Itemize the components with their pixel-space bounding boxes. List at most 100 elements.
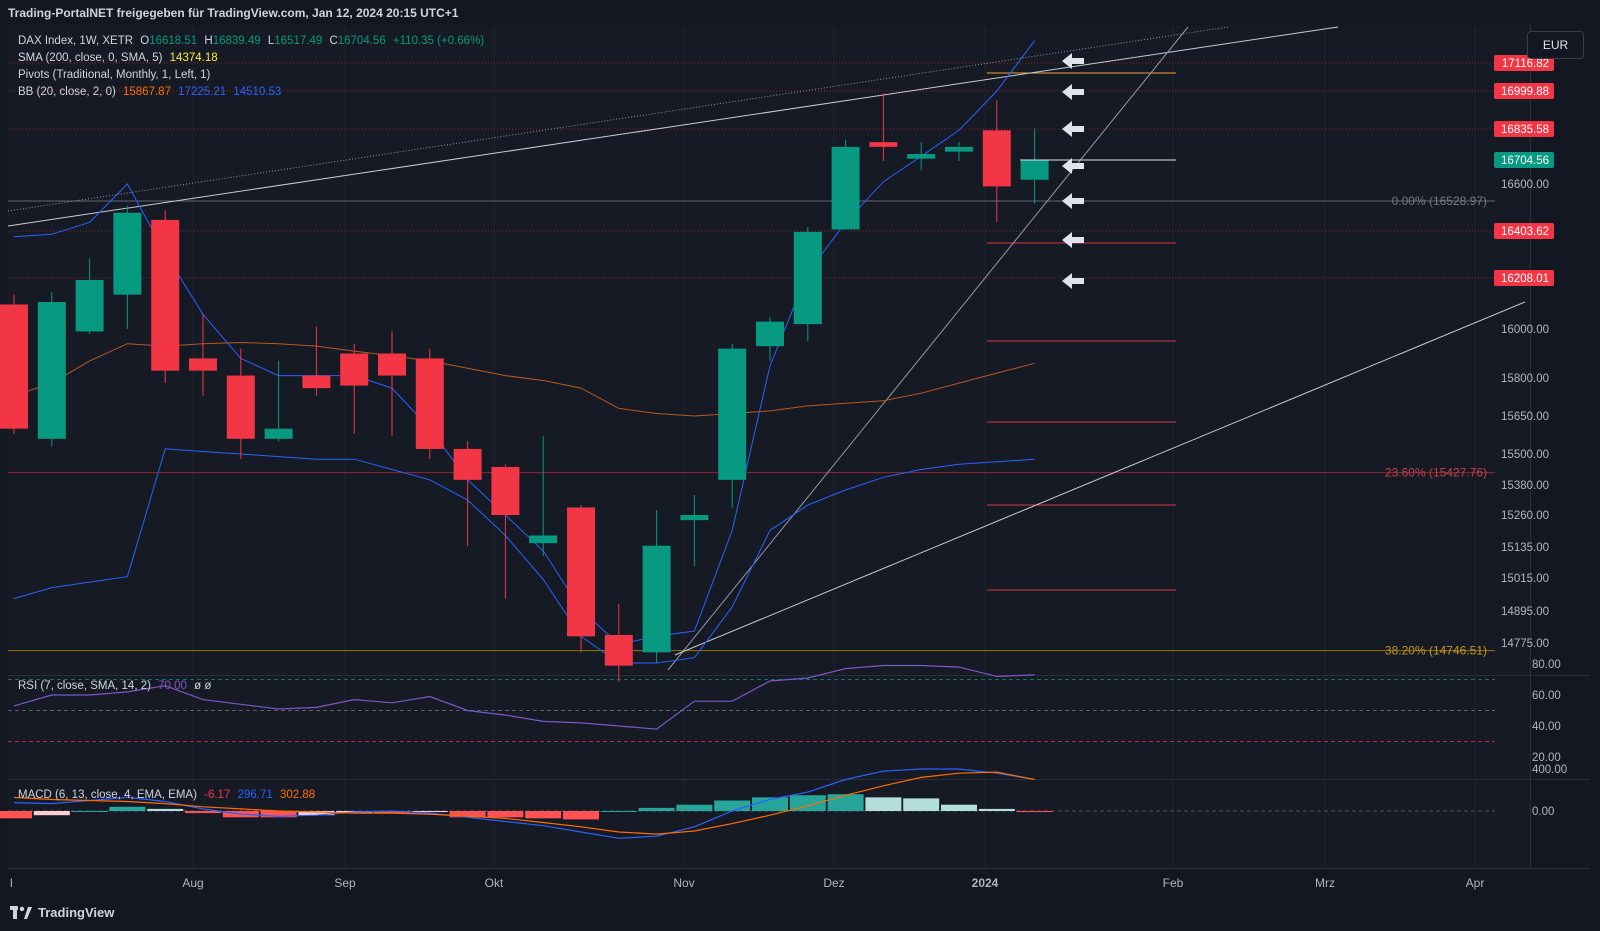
macd-histogram-bar[interactable]: [0, 811, 32, 819]
candle[interactable]: [37, 292, 66, 447]
candle[interactable]: [340, 343, 369, 434]
macd-label: MACD (6, 13, close, 4, EMA, EMA): [18, 789, 197, 801]
price-label-tag[interactable]: [1494, 223, 1554, 239]
candle[interactable]: [453, 441, 482, 546]
macd-legend[interactable]: MACD (6, 13, close, 4, EMA, EMA) -6.17 2…: [18, 789, 319, 801]
candle-body: [302, 375, 331, 389]
macd-histogram-bar[interactable]: [941, 804, 977, 811]
candle[interactable]: [189, 314, 217, 396]
macd-histogram-bar[interactable]: [525, 811, 562, 819]
candle[interactable]: [982, 100, 1011, 223]
candle[interactable]: [793, 227, 822, 342]
rsi-axis-label: 20.00: [1532, 752, 1561, 764]
candle[interactable]: [264, 360, 293, 442]
candle[interactable]: [831, 139, 860, 230]
price-label-tag[interactable]: [1494, 121, 1554, 137]
rsi-legend[interactable]: RSI (7, close, SMA, 14, 2) 70.00 ø ø: [18, 680, 215, 692]
legend-pivots-row[interactable]: Pivots (Traditional, Monthly, 1, Left, 1…: [18, 69, 214, 81]
candle[interactable]: [151, 210, 180, 384]
bb-lower-line[interactable]: [13, 448, 1035, 664]
support-trend-line[interactable]: [667, 26, 1189, 671]
macd-histogram-bar[interactable]: [411, 811, 448, 813]
candle-body: [718, 348, 747, 480]
candle[interactable]: [491, 464, 520, 599]
macd-histogram-bar[interactable]: [374, 811, 410, 814]
x-axis-label: Apr: [1466, 876, 1485, 890]
candle[interactable]: [567, 505, 595, 653]
macd-histogram-bar[interactable]: [600, 811, 637, 812]
legend-sma-label: SMA (200, close, 0, SMA, 5): [18, 52, 163, 64]
macd-histogram-bar[interactable]: [865, 797, 902, 811]
x-axis-label: Aug: [182, 876, 203, 890]
macd-signal-value: 302.88: [279, 789, 316, 801]
candle-body: [869, 142, 898, 147]
price-label-tag[interactable]: [1494, 83, 1554, 99]
price-label-tag[interactable]: [1494, 152, 1554, 168]
price-pane[interactable]: [8, 25, 1530, 675]
candle[interactable]: [680, 495, 709, 567]
fib-label-2: 38.20% (14746.51): [1385, 644, 1487, 658]
macd-histogram-bar[interactable]: [752, 797, 788, 811]
macd-histogram-bar[interactable]: [260, 811, 297, 818]
macd-histogram-bar[interactable]: [827, 794, 864, 811]
rsi-pane[interactable]: [8, 676, 1530, 779]
price-label-tag[interactable]: [1494, 55, 1554, 71]
macd-histogram-bar[interactable]: [676, 804, 713, 811]
macd-histogram-bar[interactable]: [638, 807, 675, 811]
macd-histogram-bar[interactable]: [109, 806, 146, 811]
candle[interactable]: [718, 343, 747, 508]
trend-lines[interactable]: [7, 26, 1526, 671]
candle[interactable]: [756, 316, 784, 361]
macd-histogram-bar[interactable]: [147, 808, 184, 811]
legend-symbol[interactable]: DAX Index, 1W, XETR: [18, 35, 134, 47]
macd-histogram-bar[interactable]: [903, 798, 940, 811]
legend-bb-lower: 14510.53: [233, 86, 282, 98]
candle[interactable]: [907, 142, 936, 171]
price-label-tag[interactable]: [1494, 270, 1554, 286]
legend-sma-row[interactable]: SMA (200, close, 0, SMA, 5) 14374.18: [18, 52, 222, 64]
macd-histogram-bar[interactable]: [1016, 811, 1053, 813]
candle[interactable]: [378, 331, 406, 437]
candle[interactable]: [642, 510, 671, 663]
bb-upper-line[interactable]: [13, 40, 1035, 645]
price-axis-label: 16999.88: [1501, 86, 1549, 98]
legend-bb-row[interactable]: BB (20, close, 2, 0) 15867.87 17225.21 1…: [18, 86, 285, 98]
macd-histogram-bar[interactable]: [487, 811, 524, 818]
price-axis-label: 15260.00: [1501, 510, 1549, 522]
candle[interactable]: [415, 348, 444, 460]
macd-histogram-bar[interactable]: [298, 811, 335, 816]
bb-basis-line[interactable]: [13, 341, 1035, 417]
candle[interactable]: [1020, 128, 1049, 204]
macd-histogram-bar[interactable]: [185, 811, 221, 814]
candle[interactable]: [302, 326, 331, 396]
macd-histogram-bar[interactable]: [714, 800, 751, 812]
candle[interactable]: [75, 258, 104, 334]
channel-line-upper[interactable]: [7, 26, 1339, 227]
macd-pane[interactable]: [8, 780, 1530, 868]
price-axis-label: 16835.58: [1501, 124, 1549, 136]
price-axis-label: 15015.00: [1501, 573, 1549, 585]
candle[interactable]: [226, 348, 255, 460]
level-arrow-icon: [1062, 53, 1084, 69]
currency-button[interactable]: EUR: [1527, 31, 1584, 59]
candle[interactable]: [0, 294, 28, 434]
candle-body: [113, 212, 142, 295]
candle[interactable]: [113, 205, 142, 329]
candle[interactable]: [604, 604, 633, 682]
candle-body: [642, 545, 671, 653]
footer-brand[interactable]: TradingView: [10, 905, 114, 920]
candle[interactable]: [945, 142, 973, 162]
candle[interactable]: [529, 436, 558, 557]
macd-histogram-bar[interactable]: [449, 811, 486, 818]
candle-body: [151, 219, 180, 371]
macd-histogram-bar[interactable]: [789, 795, 826, 811]
macd-histogram-bar[interactable]: [71, 811, 108, 812]
rsi-line[interactable]: [13, 664, 1035, 730]
macd-histogram-bar[interactable]: [563, 811, 599, 820]
macd-signal-line[interactable]: [13, 771, 1035, 835]
channel-line-lower[interactable]: [674, 301, 1526, 656]
candle[interactable]: [869, 93, 898, 162]
macd-histogram-bar[interactable]: [978, 808, 1015, 811]
macd-histogram-bar[interactable]: [33, 811, 70, 816]
